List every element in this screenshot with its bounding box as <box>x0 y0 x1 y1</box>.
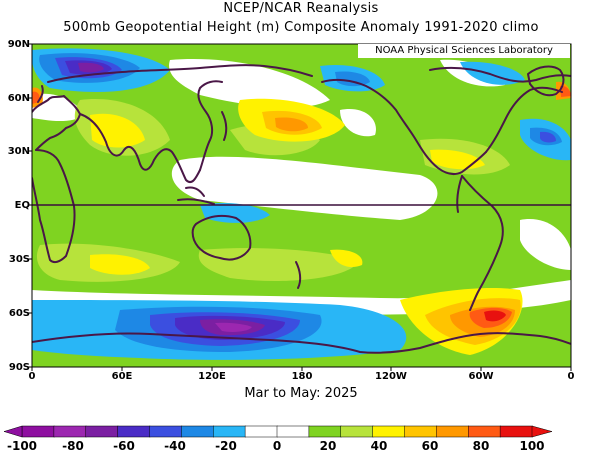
colorbar-swatch <box>244 425 278 438</box>
lon-label-60e: 60E <box>111 371 133 382</box>
colorbar-arrow-left <box>3 425 23 438</box>
lat-label-60s: 60S <box>8 308 30 319</box>
colorbar-swatch <box>21 425 55 438</box>
chart-subtitle: 500mb Geopotential Height (m) Composite … <box>63 20 539 35</box>
colorbar-tick-label: 0 <box>272 439 282 453</box>
colorbar-tick-label: 60 <box>421 439 439 453</box>
lat-label-30n: 30N <box>7 146 30 157</box>
colorbar-swatch <box>181 425 214 438</box>
colorbar-tick-label: -80 <box>62 439 84 453</box>
colorbar-swatch <box>85 425 119 438</box>
colorbar-swatch <box>308 425 342 438</box>
colorbar-swatch <box>276 425 310 438</box>
colorbar-tick-label: -100 <box>6 439 38 453</box>
colorbar-swatch <box>149 425 183 438</box>
lon-label-120w: 120W <box>375 371 407 382</box>
colorbar-arrow-right <box>531 425 553 438</box>
lat-label-90n: 90N <box>7 39 30 50</box>
lat-label-90s: 90S <box>8 362 30 373</box>
credit-label: NOAA Physical Sciences Laboratory <box>358 44 570 58</box>
colorbar-swatch <box>340 425 374 438</box>
lat-label-60n: 60N <box>7 93 30 104</box>
lat-label-eq: EQ <box>14 200 30 211</box>
colorbar-tick-label: -40 <box>164 439 186 453</box>
colorbar <box>3 425 553 438</box>
colorbar-swatch <box>213 425 246 438</box>
colorbar-swatch <box>372 425 406 438</box>
colorbar-swatch <box>499 425 533 438</box>
lon-label-180: 180 <box>291 371 313 382</box>
period-label: Mar to May: 2025 <box>244 386 358 401</box>
lon-label-60w: 60W <box>468 371 494 382</box>
lon-label-0: 0 <box>28 371 36 382</box>
colorbar-swatch <box>53 425 87 438</box>
colorbar-swatch <box>117 425 151 438</box>
colorbar-swatch <box>468 425 501 438</box>
colorbar-swatch <box>436 425 469 438</box>
lat-label-30s: 30S <box>8 254 30 265</box>
colorbar-tick-label: -60 <box>113 439 135 453</box>
colorbar-tick-label: -20 <box>215 439 237 453</box>
chart-title: NCEP/NCAR Reanalysis <box>223 1 379 16</box>
colorbar-tick-label: 40 <box>370 439 388 453</box>
colorbar-tick-label: 20 <box>319 439 337 453</box>
lon-label-120e: 120E <box>198 371 226 382</box>
lon-label-0-right: 0 <box>567 371 575 382</box>
colorbar-tick-label: 80 <box>472 439 490 453</box>
colorbar-tick-label: 100 <box>519 439 545 453</box>
colorbar-swatch <box>404 425 438 438</box>
